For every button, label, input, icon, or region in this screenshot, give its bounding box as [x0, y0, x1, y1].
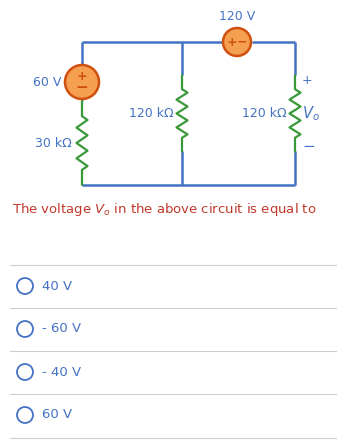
Text: +: + — [226, 35, 237, 48]
Circle shape — [17, 278, 33, 294]
Text: $V_o$: $V_o$ — [302, 104, 320, 123]
Text: −: − — [237, 35, 248, 48]
Circle shape — [223, 28, 251, 56]
Circle shape — [17, 321, 33, 337]
Text: - 40 V: - 40 V — [42, 366, 81, 379]
Circle shape — [17, 407, 33, 423]
Text: 40 V: 40 V — [42, 280, 72, 293]
Text: 60 V: 60 V — [33, 76, 61, 89]
Text: +: + — [77, 70, 87, 83]
Circle shape — [65, 65, 99, 99]
Text: 120 kΩ: 120 kΩ — [243, 107, 287, 120]
Text: 120 kΩ: 120 kΩ — [129, 107, 174, 120]
Text: 120 V: 120 V — [219, 10, 255, 23]
Text: +: + — [302, 74, 313, 87]
Text: −: − — [302, 139, 315, 154]
Text: - 60 V: - 60 V — [42, 323, 81, 336]
Text: The voltage $V_o$ in the above circuit is equal to: The voltage $V_o$ in the above circuit i… — [12, 202, 317, 219]
Text: −: − — [76, 81, 88, 95]
Circle shape — [17, 364, 33, 380]
Text: 30 kΩ: 30 kΩ — [35, 137, 72, 150]
Text: 60 V: 60 V — [42, 409, 72, 422]
